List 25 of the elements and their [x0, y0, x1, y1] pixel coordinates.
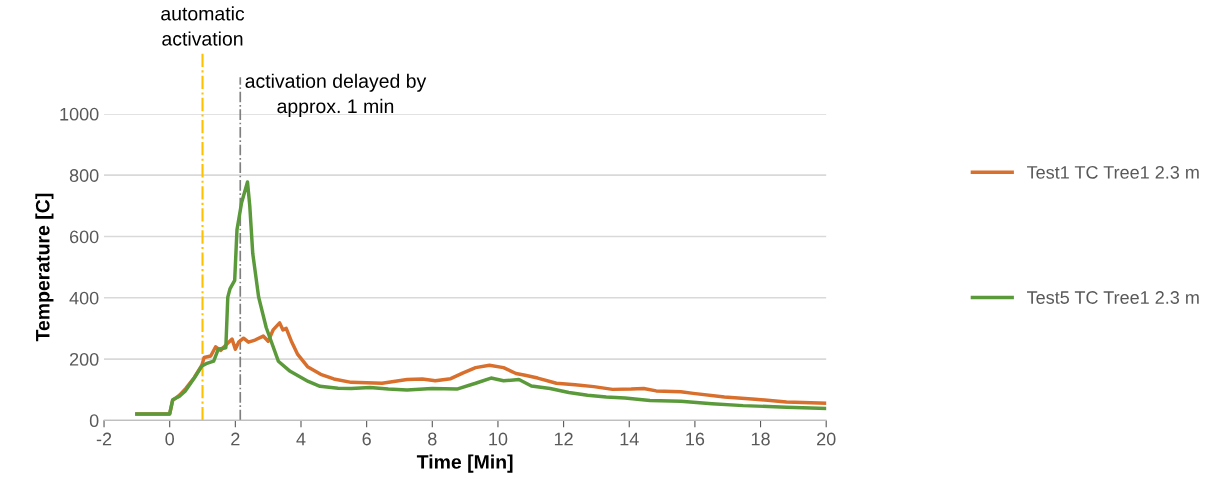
y-tick-label: 1000	[60, 107, 99, 121]
legend-label: Test1 TC Tree1 2.3 m	[1027, 165, 1199, 179]
x-axis-title: Time [Min]	[416, 454, 513, 473]
x-tick-label: 18	[751, 432, 770, 446]
x-tick-label: 12	[554, 432, 573, 446]
x-tick-label: 4	[296, 432, 306, 446]
x-tick-label: 16	[686, 432, 705, 446]
x-tick-label: 14	[620, 432, 639, 446]
y-axis-title: Temperature [C]	[35, 193, 54, 342]
x-tick-label: 2	[231, 432, 240, 446]
x-tick-label: 8	[428, 432, 437, 446]
y-tick-label: 800	[69, 169, 99, 182]
x-tick-label: -2	[96, 432, 112, 446]
x-tick-label: 10	[489, 432, 508, 446]
x-tick-label: 6	[362, 432, 371, 446]
ref-line-label: activation delayed by approx. 1 min	[245, 73, 427, 117]
ref-line-label: automatic activation	[161, 6, 245, 46]
y-tick-label: 600	[69, 230, 99, 244]
line-series	[135, 180, 827, 416]
y-tick-label: 0	[89, 414, 99, 428]
y-tick-label: 200	[69, 352, 99, 366]
y-tick-label: 400	[69, 291, 99, 305]
x-tick-label: 0	[165, 432, 175, 446]
x-tick-label: 20	[817, 432, 836, 446]
legend-label: Test5 TC Tree1 2.3 m	[1027, 291, 1199, 304]
